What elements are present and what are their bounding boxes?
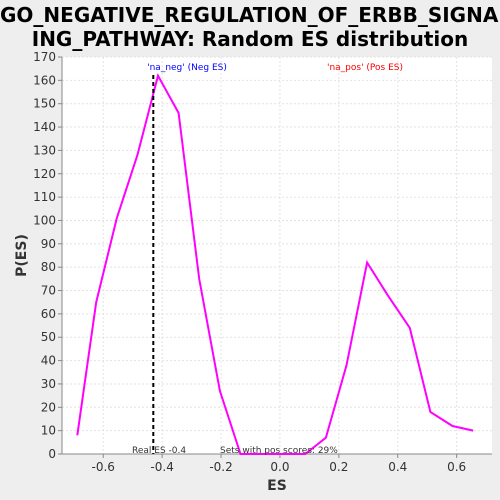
y-tick-label: 0 <box>48 447 56 461</box>
y-tick-label: 140 <box>33 120 56 134</box>
x-tick-label: 0.6 <box>447 460 466 474</box>
chart-title-line-2: ING_PATHWAY: Random ES distribution <box>31 27 469 51</box>
y-tick-label: 110 <box>33 190 56 204</box>
tick-labels: 0 10 20 30 40 50 60 70 80 90 100 110 120 130 140 150 160… <box>33 50 466 474</box>
y-tick-label: 80 <box>41 260 56 274</box>
x-tick-label: -0.2 <box>209 460 232 474</box>
y-tick-label: 70 <box>41 284 56 298</box>
y-tick-label: 130 <box>33 143 56 157</box>
x-tick-label: 0.2 <box>329 460 348 474</box>
y-tick-label: 30 <box>41 377 56 391</box>
x-tick-label: 0.4 <box>388 460 407 474</box>
real-es-annotation: Real ES -0.4 <box>132 446 186 456</box>
y-tick-label: 160 <box>33 73 56 87</box>
pos-es-label: 'na_pos' (Pos ES) <box>327 63 403 73</box>
x-tick-label: -0.4 <box>150 460 173 474</box>
y-tick-label: 40 <box>41 354 56 368</box>
y-tick-label: 150 <box>33 97 56 111</box>
y-tick-label: 90 <box>41 237 56 251</box>
chart-title-line-1: GO_NEGATIVE_REGULATION_OF_ERBB_SIGNAL <box>0 3 500 27</box>
y-tick-label: 60 <box>41 307 56 321</box>
plot-area <box>62 57 492 454</box>
x-tick-label: -0.6 <box>92 460 115 474</box>
x-tick-label: 0.0 <box>270 460 289 474</box>
y-tick-label: 50 <box>41 330 56 344</box>
y-tick-label: 170 <box>33 50 56 64</box>
neg-es-label: 'na_neg' (Neg ES) <box>147 63 227 73</box>
y-tick-label: 10 <box>41 424 56 438</box>
pos-scores-annotation: Sets with pos scores: 29% <box>220 446 338 456</box>
y-axis-label: P(ES) <box>14 234 30 277</box>
y-tick-label: 20 <box>41 400 56 414</box>
x-axis-label: ES <box>267 478 287 494</box>
y-tick-label: 120 <box>33 167 56 181</box>
es-distribution-line <box>76 73 474 455</box>
y-tick-label: 100 <box>33 213 56 227</box>
